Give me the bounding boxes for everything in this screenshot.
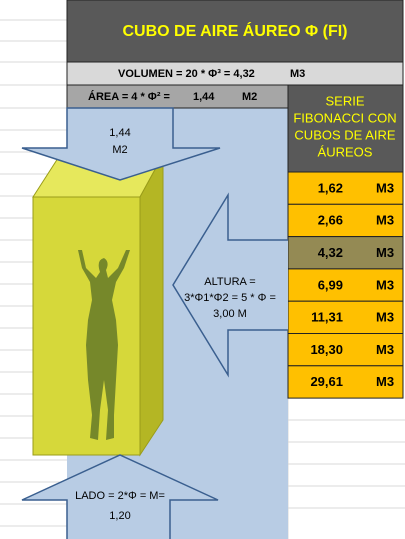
series-value: 6,99: [318, 277, 343, 292]
title-box: [66, 0, 404, 63]
series-unit: M3: [376, 213, 394, 228]
series-cell: [287, 171, 404, 205]
series-unit: M3: [376, 245, 394, 260]
side-arrow-label: 3*Φ1*Φ2 = 5 * Φ =: [184, 292, 276, 304]
side-arrow-label: 3,00 M: [213, 308, 247, 320]
series-unit: M3: [376, 342, 394, 357]
series-cell: [287, 203, 404, 238]
side-arrow-label: ALTURA =: [204, 276, 255, 288]
area-value: 1,44: [193, 91, 215, 103]
area-formula: ÁREA = 4 * Φ² =: [88, 90, 170, 103]
series-value: 4,32: [318, 245, 343, 260]
area-unit: M2: [242, 91, 257, 103]
series-rows: 1,62 M3 2,66 M3 4,32 M3 6,99 M3 11,31 M3 18,30 M3 29…: [287, 171, 404, 399]
series-unit: M3: [376, 374, 394, 389]
volume-formula: VOLUMEN = 20 * Φ³ = 4,32: [118, 68, 255, 80]
series-value: 2,66: [318, 213, 343, 228]
series-header: [287, 84, 404, 173]
side-arrow: [172, 192, 288, 378]
series-title-line: CUBOS DE AIRE: [294, 127, 395, 142]
top-arrow: [21, 107, 221, 181]
series-value: 18,30: [310, 342, 343, 357]
series-cell: [287, 300, 404, 335]
series-value: 1,62: [318, 180, 343, 195]
series-unit: M3: [376, 180, 394, 195]
series-cell: [287, 333, 404, 367]
top-arrow-label: 1,44: [109, 127, 130, 139]
series-title-line: SERIE: [325, 93, 364, 108]
series-value: 11,31: [311, 310, 343, 325]
series-title-line: FIBONACCI CON: [293, 110, 396, 125]
title: CUBO DE AIRE ÁUREO Φ (FI): [123, 21, 348, 40]
top-arrow-label: M2: [112, 144, 127, 156]
figure: [78, 250, 130, 440]
series-value: 29,61: [310, 374, 343, 389]
volume-unit: M3: [290, 68, 305, 80]
bottom-arrow-label: LADO = 2*Φ = M=: [75, 490, 165, 502]
series-title-line: ÁUREOS: [318, 144, 373, 159]
bottom-arrow: [21, 454, 219, 539]
series-cell: [287, 268, 404, 302]
series-cell: [287, 365, 404, 399]
series-unit: M3: [376, 277, 394, 292]
bottom-arrow-label: 1,20: [109, 510, 130, 522]
series-title: SERIE FIBONACCI CON CUBOS DE AIRE ÁUREOS: [293, 93, 396, 159]
cube-front: [32, 196, 141, 456]
series-unit: M3: [376, 310, 394, 325]
cube-side: [139, 154, 164, 457]
